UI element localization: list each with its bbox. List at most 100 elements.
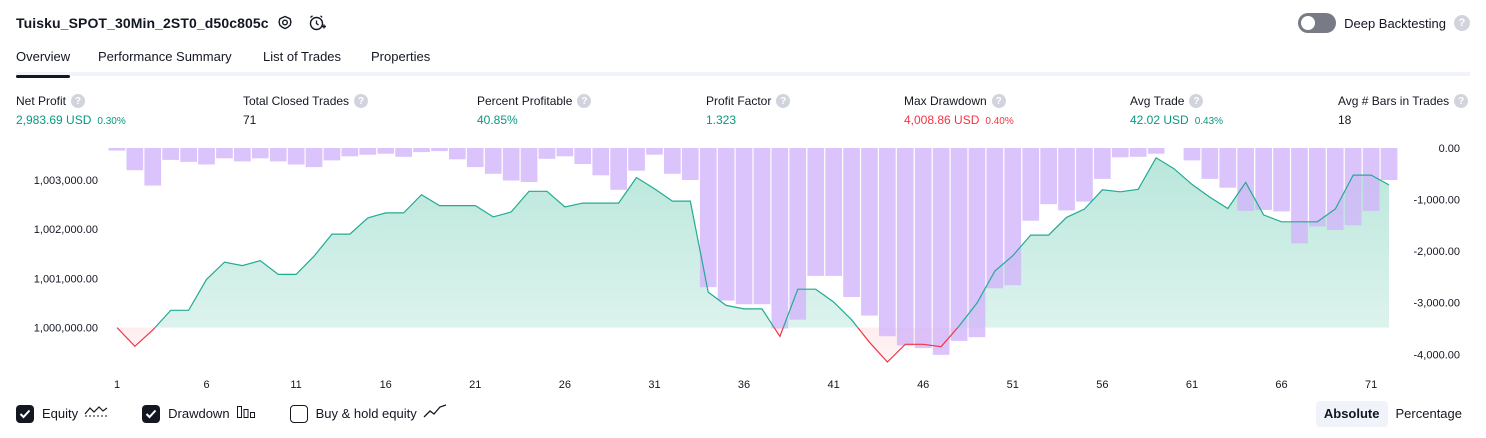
drawdown-bar [932,148,950,355]
drawdown-bar [1094,148,1111,179]
drawdown-bar [1022,148,1040,221]
drawdown-bar [287,148,305,165]
legend-label: Equity [42,406,79,421]
tab-properties[interactable]: Properties [371,49,431,64]
right-axis-tick-label: -2,000.00 [1414,246,1460,258]
metric-percent: 0.30% [97,116,126,127]
x-axis-tick-label: 71 [1365,379,1377,391]
drawdown-bar [1076,148,1093,202]
metric-percent: 0.43% [1194,116,1224,127]
metric-avg-trade: Avg Trade? 42.02 USD 0.43% [1130,94,1223,127]
strategy-title: Tuisku_SPOT_30Min_2ST0_d50c805c [16,15,269,31]
drawdown-bar [144,148,162,186]
drawdown-bar [1129,148,1147,157]
drawdown-bar [735,148,753,305]
drawdown-bar [1344,148,1362,226]
drawdown-bar [610,148,627,190]
drawdown-bar [1309,148,1326,227]
x-axis-tick-label: 46 [917,379,929,391]
drawdown-bar [126,148,144,171]
help-icon[interactable]: ? [776,94,791,108]
drawdown-bar [592,148,610,176]
drawdown-bar [305,148,323,168]
deep-backtesting-toggle[interactable] [1298,13,1337,33]
metric-value: 71 [243,113,257,127]
drawdown-bar [269,148,287,162]
drawdown-bar [216,148,233,159]
percentage-mode-button[interactable]: Percentage [1395,406,1463,421]
drawdown-bar [556,148,574,157]
help-icon[interactable]: ? [1454,15,1470,31]
equity-area-above [117,157,1389,328]
toggle-knob [1301,16,1316,30]
left-axis-tick-label: 1,002,000.00 [34,224,98,236]
metric-net-profit: Net Profit? 2,983.69 USD 0.30% [16,94,126,127]
drawdown-bar [502,148,520,181]
drawdown-bar [520,148,538,182]
metric-percent: 0.40% [985,116,1014,127]
alarm-plus-icon[interactable] [306,12,328,34]
drawdown-bar [825,148,842,276]
x-axis-tick-label: 51 [1007,379,1019,391]
drawdown-bar [234,148,251,162]
absolute-mode-button[interactable]: Absolute [1315,401,1388,427]
tab-performance-summary[interactable]: Performance Summary [98,49,232,64]
legend-label: Buy & hold equity [315,406,417,421]
drawdown-bar [968,148,986,338]
metric-value: 4,008.86 USD [904,113,980,127]
drawdown-bar [1380,148,1398,180]
drawdown-bar [251,148,269,159]
x-axis-tick-label: 36 [738,379,750,391]
metric-label: Avg Trade [1130,94,1185,108]
right-axis-tick-label: -1,000.00 [1414,195,1460,207]
left-axis-tick-label: 1,000,000.00 [34,323,98,335]
drawdown-bar [950,148,968,341]
chart-legend: Equity Drawdown Buy & hold equity [16,403,481,424]
drawdown-bar [664,148,681,174]
drawdown-bar [377,148,395,154]
drawdown-bar [1147,148,1165,154]
legend-buy-hold-toggle[interactable]: Buy & hold equity [289,403,447,424]
help-icon[interactable]: ? [71,94,86,108]
drawdown-bar [484,148,502,174]
tab-overview[interactable]: Overview [16,49,71,78]
metric-value: 1.323 [706,113,737,127]
help-icon[interactable]: ? [991,94,1006,108]
help-icon[interactable]: ? [1454,94,1469,108]
metric-total-closed-trades: Total Closed Trades? 71 [243,94,369,127]
legend-equity-toggle[interactable]: Equity [16,403,108,424]
legend-drawdown-toggle[interactable]: Drawdown [142,403,255,424]
drawdown-bar [1058,148,1075,211]
metric-max-drawdown: Max Drawdown? 4,008.86 USD 0.40% [904,94,1014,127]
drawdown-bar [1237,148,1254,211]
equity-drawdown-chart[interactable]: 1,003,000.00 1,002,000.00 1,001,000.00 1,00… [0,140,1486,398]
x-axis-tick-label: 31 [648,379,660,391]
tab-list-of-trades[interactable]: List of Trades [263,49,342,64]
metric-value: 18 [1338,113,1352,127]
drawdown-bar [1362,148,1380,211]
right-axis-tick-label: -4,000.00 [1414,349,1460,361]
x-axis-tick-label: 6 [203,379,209,391]
equity-area-below [117,327,958,362]
drawdown-bar [108,148,126,151]
drawdown-bar [896,148,914,346]
help-icon[interactable]: ? [1189,94,1204,108]
metric-percent-profitable: Percent Profitable? 40.85% [477,94,592,127]
buy-hold-checkbox[interactable] [289,404,308,423]
drawdown-bar [771,148,789,329]
drawdown-checkbox[interactable] [142,404,161,423]
help-icon[interactable]: ? [577,94,592,108]
equity-line [117,156,1390,328]
help-icon[interactable]: ? [354,94,369,108]
metric-label: Net Profit [16,94,67,108]
deep-backtesting-label: Deep Backtesting [1344,15,1446,31]
drawdown-bar [914,148,932,349]
left-axis-tick-label: 1,001,000.00 [34,273,98,285]
metric-avg-bars-in-trades: Avg # Bars in Trades? 18 [1338,94,1469,127]
drawdown-bar [717,148,735,301]
gear-icon[interactable] [274,12,296,34]
equity-checkbox[interactable] [16,404,34,423]
x-axis-tick-label: 61 [1186,379,1198,391]
metric-label: Profit Factor [706,94,772,108]
drawdown-bar [789,148,807,320]
